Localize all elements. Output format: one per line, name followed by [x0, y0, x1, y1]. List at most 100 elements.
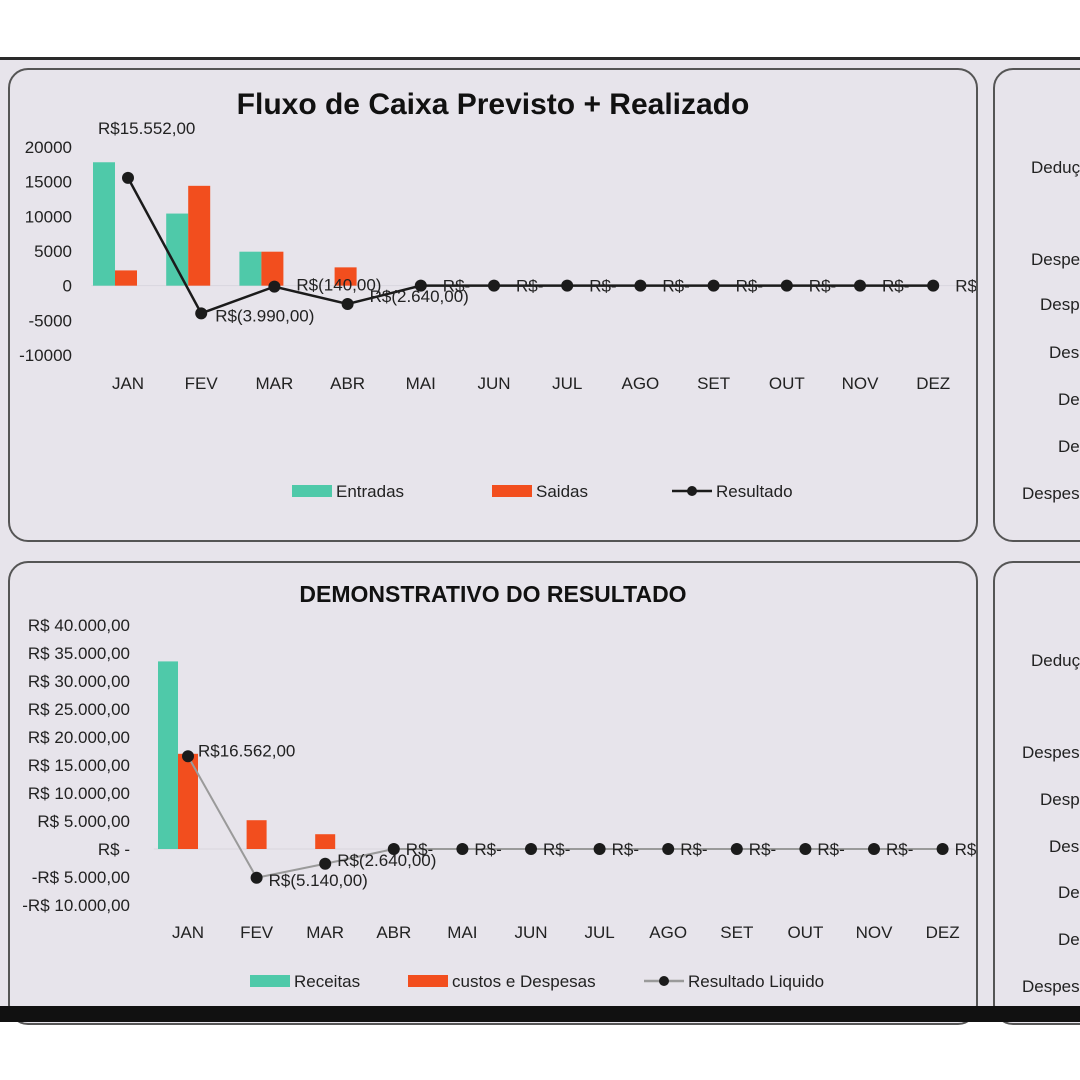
data-label: R$15.552,00: [98, 119, 195, 138]
y-tick-label: 5000: [34, 242, 72, 261]
data-label: R$-: [882, 277, 909, 296]
data-label: R$-: [955, 840, 978, 859]
data-label: R$-: [612, 840, 639, 859]
bar-custos-e-despesas: [178, 753, 198, 849]
data-label: R$-: [543, 840, 570, 859]
y-tick-label: 10000: [25, 207, 72, 226]
y-tick-label: 0: [63, 277, 72, 296]
line-marker: [936, 843, 949, 855]
chart-title: Fluxo de Caixa Previsto + Realizado: [236, 88, 750, 121]
data-label: R$-: [886, 840, 913, 859]
bar-receitas: [158, 661, 178, 849]
bar-saidas: [115, 270, 137, 286]
y-tick-label: R$ 25.000,00: [28, 700, 130, 719]
side-label: Des: [1058, 930, 1080, 949]
legend-label: Resultado: [716, 482, 793, 501]
data-label: R$-: [474, 840, 501, 859]
side-label: Despesa: [1022, 484, 1080, 503]
x-tick-label: OUT: [787, 923, 823, 942]
side-panel-labels: Deduçõ Despes Despe Desp Des Des Despesa: [995, 70, 1080, 540]
side-label: Deduçõ: [1031, 158, 1080, 177]
line-marker: [854, 279, 866, 292]
line-marker: [182, 750, 194, 763]
data-label: R$(5.140,00): [269, 871, 368, 890]
data-label: R$(2.640,00): [370, 287, 469, 306]
x-tick-label: JUN: [477, 374, 510, 393]
y-tick-label: R$ 10.000,00: [28, 784, 130, 803]
line-marker: [319, 857, 332, 870]
data-label: R$-: [955, 277, 978, 296]
cash-flow-chart-panel: Fluxo de Caixa Previsto + Realizado 2000…: [8, 68, 978, 542]
x-tick-label: OUT: [769, 374, 805, 393]
legend-marker: [659, 976, 669, 986]
x-tick-label: MAR: [256, 374, 294, 393]
side-label: Des: [1058, 390, 1080, 409]
x-tick-label: MAI: [447, 923, 477, 942]
x-tick-label: ABR: [376, 923, 411, 942]
x-tick-label: NOV: [842, 374, 880, 393]
y-tick-label: 20000: [25, 138, 72, 157]
legend-label: Entradas: [336, 482, 404, 501]
data-label: R$-: [406, 840, 433, 859]
y-tick-label: R$ 15.000,00: [28, 756, 130, 775]
legend-swatch: [408, 975, 448, 987]
y-tick-label: R$ 5.000,00: [37, 812, 130, 831]
legend-label: Receitas: [294, 972, 360, 991]
side-label: Desp: [1049, 837, 1080, 856]
bar-custos-e-despesas: [246, 820, 267, 849]
data-label: R$-: [589, 277, 616, 296]
data-label: R$(3.990,00): [215, 306, 314, 325]
x-tick-label: FEV: [240, 923, 274, 942]
x-tick-label: SET: [697, 374, 730, 393]
x-tick-label: JUL: [584, 923, 614, 942]
line-marker: [387, 843, 400, 855]
y-tick-label: 15000: [25, 173, 72, 192]
data-label: R$-: [443, 277, 470, 296]
data-label: R$-: [749, 840, 776, 859]
y-tick-label: -R$ 10.000,00: [22, 896, 130, 915]
data-label: R$-: [680, 840, 707, 859]
income-statement-chart: R$ 40.000,00 R$ 35.000,00 R$ 30.000,00 R$ 2…: [22, 616, 978, 991]
line-marker: [780, 279, 793, 292]
side-label: Despe: [1040, 790, 1080, 809]
line-marker: [122, 171, 134, 184]
side-panel-labels: Deduçõ Despesa Despe Desp Des Des Despesa: [995, 563, 1080, 1023]
line-marker: [593, 843, 606, 855]
legend-marker: [687, 486, 697, 496]
side-label: Des: [1058, 883, 1080, 902]
data-label: R$-: [809, 277, 836, 296]
x-tick-label: JUL: [552, 374, 582, 393]
line-resultado: [126, 177, 934, 315]
legend-swatch: [250, 975, 290, 987]
top-border: [0, 57, 1080, 60]
side-label: Despesa: [1022, 977, 1080, 996]
x-tick-label: FEV: [185, 374, 219, 393]
x-tick-label: ABR: [330, 374, 365, 393]
data-label: R$-: [516, 277, 543, 296]
line-marker: [730, 843, 743, 855]
income-statement-chart-panel: DEMONSTRATIVO DO RESULTADO R$ 40.000,00 R…: [8, 561, 978, 1025]
x-tick-label: JAN: [172, 923, 204, 942]
bar-entradas: [93, 162, 115, 286]
legend-label: custos e Despesas: [452, 972, 596, 991]
y-tick-label: R$ 40.000,00: [28, 616, 130, 635]
y-tick-label: -10000: [19, 346, 72, 365]
y-tick-label: R$ 30.000,00: [28, 672, 130, 691]
y-tick-label: R$ 35.000,00: [28, 644, 130, 663]
bar-entradas: [239, 251, 262, 286]
data-label: R$16.562,00: [198, 741, 295, 760]
data-label: R$(140,00): [296, 276, 381, 295]
line-marker: [488, 279, 500, 292]
line-marker: [799, 843, 812, 855]
x-tick-label: MAR: [306, 923, 344, 942]
y-tick-label: R$ -: [98, 840, 130, 859]
side-label: Desp: [1049, 343, 1080, 362]
line-marker: [268, 280, 281, 293]
data-label: R$-: [817, 840, 844, 859]
y-tick-label: -5000: [29, 311, 72, 330]
line-marker: [561, 279, 574, 292]
side-label: Deduçõ: [1031, 651, 1080, 670]
data-label: R$(2.640,00): [337, 851, 436, 870]
side-label: Despe: [1040, 295, 1080, 314]
line-marker: [707, 279, 720, 292]
